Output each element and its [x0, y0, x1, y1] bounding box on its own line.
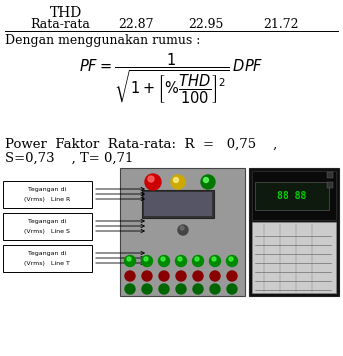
- Circle shape: [142, 256, 153, 267]
- Circle shape: [125, 256, 135, 267]
- Bar: [255, 182, 329, 210]
- Circle shape: [178, 225, 188, 235]
- Circle shape: [176, 256, 187, 267]
- Circle shape: [145, 174, 161, 190]
- Circle shape: [125, 271, 135, 281]
- Circle shape: [210, 284, 220, 294]
- Circle shape: [203, 178, 209, 183]
- Circle shape: [148, 176, 154, 182]
- Bar: [252, 171, 336, 220]
- Bar: [249, 168, 339, 296]
- Bar: [142, 190, 214, 218]
- FancyBboxPatch shape: [2, 213, 92, 240]
- Circle shape: [176, 271, 186, 281]
- Text: S=0,73    , T= 0,71: S=0,73 , T= 0,71: [5, 152, 133, 165]
- Circle shape: [212, 257, 216, 261]
- Circle shape: [142, 271, 152, 281]
- Text: (Vrms)   Line S: (Vrms) Line S: [24, 229, 70, 234]
- Circle shape: [158, 256, 169, 267]
- Circle shape: [174, 178, 178, 183]
- Circle shape: [144, 257, 148, 261]
- Circle shape: [227, 271, 237, 281]
- FancyBboxPatch shape: [2, 245, 92, 272]
- Circle shape: [192, 256, 203, 267]
- Text: 21.72: 21.72: [263, 18, 298, 31]
- Circle shape: [201, 175, 215, 189]
- Circle shape: [195, 257, 199, 261]
- Circle shape: [193, 284, 203, 294]
- Text: Tegangan di: Tegangan di: [28, 188, 66, 193]
- Text: THD: THD: [50, 6, 82, 20]
- Circle shape: [210, 256, 221, 267]
- Bar: [327, 182, 333, 188]
- Circle shape: [180, 226, 184, 230]
- Text: 88 88: 88 88: [277, 191, 307, 201]
- Circle shape: [229, 257, 233, 261]
- Text: Power  Faktor  Rata-rata:  R  =   0,75    ,: Power Faktor Rata-rata: R = 0,75 ,: [5, 138, 277, 151]
- Circle shape: [159, 284, 169, 294]
- Text: 22.95: 22.95: [188, 18, 223, 31]
- Circle shape: [127, 257, 131, 261]
- Text: Tegangan di: Tegangan di: [28, 220, 66, 225]
- FancyBboxPatch shape: [2, 180, 92, 208]
- Text: (Vrms)   Line R: (Vrms) Line R: [24, 197, 70, 201]
- Circle shape: [142, 284, 152, 294]
- Text: (Vrms)   Line T: (Vrms) Line T: [24, 261, 70, 266]
- Circle shape: [193, 271, 203, 281]
- Circle shape: [226, 256, 237, 267]
- Text: Dengan menggunakan rumus :: Dengan menggunakan rumus :: [5, 34, 200, 47]
- Circle shape: [125, 284, 135, 294]
- Text: 22.87: 22.87: [118, 18, 154, 31]
- Circle shape: [178, 257, 182, 261]
- Circle shape: [227, 284, 237, 294]
- Circle shape: [176, 284, 186, 294]
- Circle shape: [210, 271, 220, 281]
- Bar: [144, 192, 212, 216]
- Text: $PF = \dfrac{1}{\sqrt{1 + \left[\%\dfrac{THD}{100}\right]^2}}\;DPF$: $PF = \dfrac{1}{\sqrt{1 + \left[\%\dfrac…: [79, 51, 263, 105]
- Bar: [252, 222, 336, 293]
- Circle shape: [171, 175, 185, 189]
- Bar: [327, 172, 333, 178]
- Bar: [120, 168, 245, 296]
- Circle shape: [161, 257, 165, 261]
- Text: Rata-rata: Rata-rata: [30, 18, 90, 31]
- Circle shape: [159, 271, 169, 281]
- Text: Tegangan di: Tegangan di: [28, 251, 66, 257]
